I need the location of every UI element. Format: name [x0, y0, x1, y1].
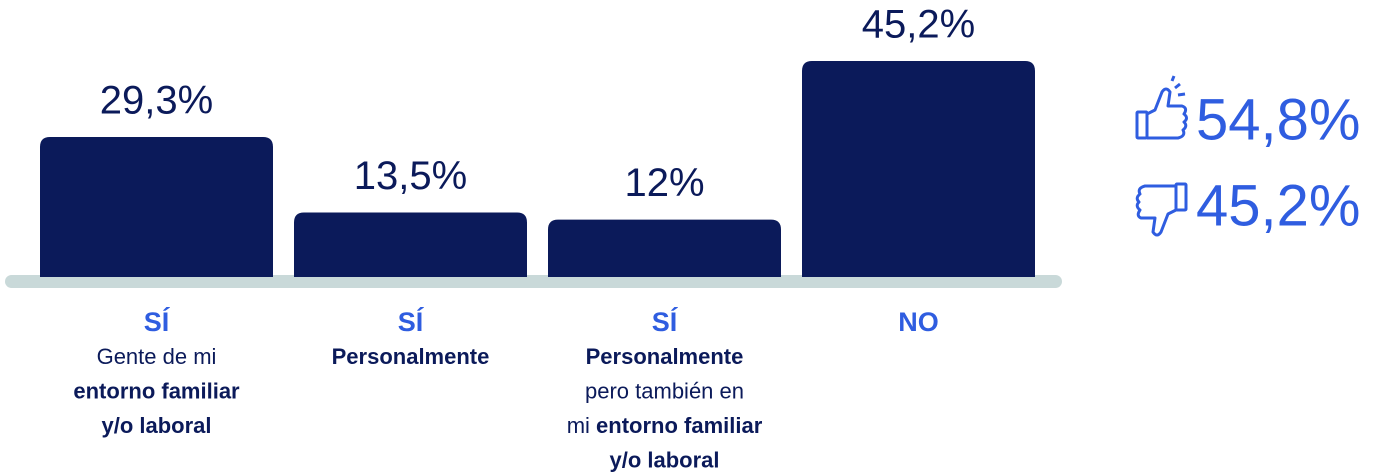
positive-share: 54,8%: [1196, 87, 1360, 152]
description-text: y/o laboral: [101, 413, 211, 438]
bar: [294, 212, 527, 277]
bar: [40, 136, 273, 277]
description-line: entorno familiar: [73, 378, 240, 403]
description-line: Gente de mi: [97, 344, 217, 369]
description-text: Gente de mi: [97, 344, 217, 369]
description-text: y/o laboral: [609, 447, 719, 472]
thumbs-down-icon: [1135, 182, 1188, 237]
description-text: Personalmente: [332, 344, 490, 369]
description-text: entorno familiar: [596, 413, 763, 438]
value-label: 45,2%: [862, 3, 975, 47]
value-label: 13,5%: [354, 154, 467, 198]
description-line: pero también en: [585, 378, 744, 403]
category-label: SÍ: [144, 306, 171, 337]
description-line: y/o laboral: [609, 447, 719, 472]
baseline: [5, 275, 1062, 288]
category-label: SÍ: [398, 306, 425, 337]
thumbs-up-icon: [1135, 75, 1188, 140]
value-label: 29,3%: [100, 79, 213, 123]
value-label: 12%: [624, 161, 704, 205]
description-text: pero también en: [585, 378, 744, 403]
category-label: NO: [898, 307, 939, 337]
negative-share: 45,2%: [1196, 173, 1360, 238]
description-text: mi: [567, 413, 596, 438]
description-line: Personalmente: [332, 344, 490, 369]
description-text: Personalmente: [586, 344, 744, 369]
description-text: entorno familiar: [73, 378, 240, 403]
bar: [548, 219, 781, 277]
description-line: mi entorno familiar: [567, 413, 763, 438]
bar: [802, 61, 1035, 277]
description-line: Personalmente: [586, 344, 744, 369]
category-label: SÍ: [652, 306, 679, 337]
description-line: y/o laboral: [101, 413, 211, 438]
